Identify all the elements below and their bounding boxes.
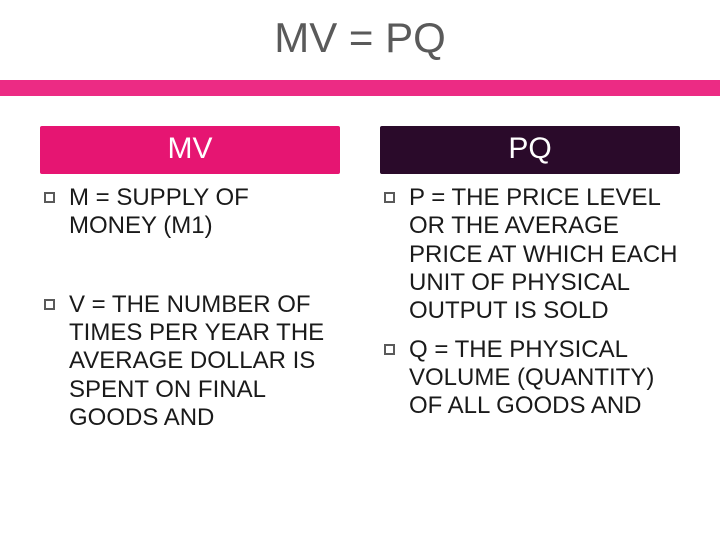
slide-title: MV = PQ <box>0 0 720 80</box>
bullet-text: V = THE NUMBER OF TIMES PER YEAR THE AVE… <box>69 291 340 433</box>
list-item: P = THE PRICE LEVEL OR THE AVERAGE PRICE… <box>380 184 680 326</box>
square-bullet-icon <box>384 344 395 355</box>
right-column-header: PQ <box>380 126 680 174</box>
square-bullet-icon <box>44 192 55 203</box>
bullet-text: P = THE PRICE LEVEL OR THE AVERAGE PRICE… <box>409 184 680 326</box>
bullet-text: Q = THE PHYSICAL VOLUME (QUANTITY) OF AL… <box>409 336 680 421</box>
left-column: MV M = SUPPLY OF MONEY (M1) V = THE NUMB… <box>40 126 340 470</box>
accent-bar <box>0 80 720 96</box>
square-bullet-icon <box>384 192 395 203</box>
list-item: Q = THE PHYSICAL VOLUME (QUANTITY) OF AL… <box>380 336 680 421</box>
bullet-text: M = SUPPLY OF MONEY (M1) <box>69 184 340 241</box>
list-item: M = SUPPLY OF MONEY (M1) <box>40 184 340 241</box>
right-bullet-list: P = THE PRICE LEVEL OR THE AVERAGE PRICE… <box>380 174 680 421</box>
two-column-layout: MV M = SUPPLY OF MONEY (M1) V = THE NUMB… <box>0 96 720 470</box>
left-column-header: MV <box>40 126 340 174</box>
left-bullet-list: M = SUPPLY OF MONEY (M1) V = THE NUMBER … <box>40 174 340 432</box>
right-column: PQ P = THE PRICE LEVEL OR THE AVERAGE PR… <box>380 126 680 470</box>
list-item: V = THE NUMBER OF TIMES PER YEAR THE AVE… <box>40 291 340 433</box>
square-bullet-icon <box>44 299 55 310</box>
